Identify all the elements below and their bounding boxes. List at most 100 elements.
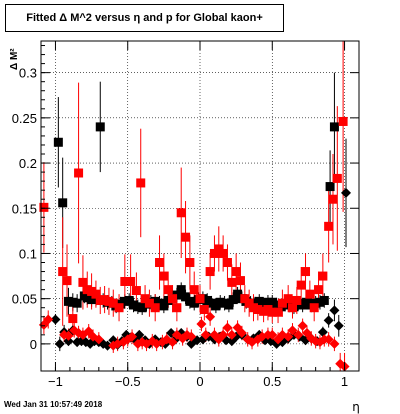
diamond-marker xyxy=(317,327,328,338)
diamond-marker xyxy=(167,337,178,348)
square-marker xyxy=(292,295,302,305)
chart-title: Fitted Δ M^2 versus η and p for Global k… xyxy=(26,12,263,24)
square-marker xyxy=(181,292,191,302)
square-marker xyxy=(328,194,338,204)
diamond-marker xyxy=(283,331,294,342)
square-marker xyxy=(140,294,150,304)
diamond-marker xyxy=(293,329,304,340)
square-marker xyxy=(319,295,329,305)
square-marker xyxy=(228,295,238,305)
square-marker xyxy=(120,276,130,286)
square-marker xyxy=(214,244,224,254)
y-tick-label: 0.1 xyxy=(19,246,37,261)
square-marker xyxy=(95,122,105,132)
square-marker xyxy=(159,271,169,281)
diamond-marker xyxy=(196,318,207,329)
square-marker xyxy=(267,307,277,317)
square-marker xyxy=(314,285,324,295)
diamond-marker xyxy=(134,329,145,340)
diamond-marker xyxy=(340,187,351,198)
square-marker xyxy=(325,182,335,192)
square-marker xyxy=(240,294,250,304)
diamond-marker xyxy=(226,329,237,340)
square-marker xyxy=(58,198,68,208)
diamond-marker xyxy=(236,328,247,339)
x-tick-label: 1 xyxy=(341,374,348,389)
error-bars xyxy=(43,41,347,371)
diamond-marker xyxy=(186,331,197,342)
diamond-marker xyxy=(247,337,258,348)
square-marker xyxy=(68,314,78,324)
y-axis-label: Δ M² xyxy=(9,48,20,70)
square-marker xyxy=(332,173,342,183)
diamond-marker xyxy=(63,330,74,341)
y-tick-label: 0.3 xyxy=(19,66,37,81)
title-box: Fitted Δ M^2 versus η and p for Global k… xyxy=(5,4,284,32)
footer-timestamp: Wed Jan 31 10:57:49 2018 xyxy=(4,400,103,409)
axis-ticks: −1 −0.5 0 0.5 1 0 0.05 0.1 0.15 0.2 0.25 0.3 xyxy=(12,41,359,389)
diamond-marker xyxy=(122,334,133,345)
diamond-marker xyxy=(205,311,216,322)
y-tick-label: 0.15 xyxy=(12,201,37,216)
square-marker xyxy=(159,301,169,311)
diamond-marker xyxy=(323,315,334,326)
square-marker xyxy=(205,267,215,277)
diamond-marker xyxy=(54,338,65,349)
x-axis-label: η xyxy=(352,400,360,414)
square-marker xyxy=(53,137,63,147)
x-tick-label: 0.5 xyxy=(263,374,281,389)
square-marker xyxy=(227,277,237,287)
square-marker xyxy=(78,277,88,287)
square-marker xyxy=(244,298,254,308)
y-axis-title: Δ M² xyxy=(9,48,20,70)
square-marker xyxy=(168,294,178,304)
square-marker xyxy=(155,258,165,268)
square-marker xyxy=(277,298,287,308)
square-marker xyxy=(209,248,219,258)
square-marker xyxy=(235,276,245,286)
square-marker xyxy=(126,276,136,286)
square-marker xyxy=(309,303,319,313)
square-marker xyxy=(108,298,118,308)
square-marker xyxy=(329,122,339,132)
square-marker xyxy=(163,285,173,295)
x-tick-label: 0 xyxy=(196,374,203,389)
square-marker xyxy=(181,232,191,242)
square-marker xyxy=(131,286,141,296)
square-marker xyxy=(172,303,182,313)
square-marker xyxy=(224,300,234,310)
diamond-marker xyxy=(222,322,233,333)
square-marker xyxy=(324,221,334,231)
square-marker xyxy=(301,267,311,277)
diamond-marker xyxy=(63,336,74,347)
square-marker xyxy=(185,258,195,268)
diamond-marker xyxy=(50,314,61,325)
square-marker xyxy=(144,298,154,308)
square-marker xyxy=(305,289,315,299)
diamond-marker xyxy=(329,338,340,349)
diamond-marker xyxy=(287,325,298,336)
square-marker xyxy=(288,303,298,313)
diamond-marker xyxy=(297,320,308,331)
square-marker xyxy=(338,116,348,126)
square-marker xyxy=(233,289,243,299)
square-marker xyxy=(150,303,160,313)
diamond-marker xyxy=(218,329,229,340)
square-marker xyxy=(283,294,293,304)
y-tick-label: 0 xyxy=(30,337,37,352)
diamond-marker xyxy=(200,329,211,340)
x-tick-label: −0.5 xyxy=(115,374,141,389)
square-marker xyxy=(318,271,328,281)
diamond-marker xyxy=(267,329,278,340)
diamond-marker xyxy=(333,320,344,331)
square-marker xyxy=(58,267,68,277)
square-marker xyxy=(189,285,199,295)
diamond-marker xyxy=(93,334,104,345)
square-marker xyxy=(296,280,306,290)
square-marker xyxy=(273,307,283,317)
diamond-marker xyxy=(329,305,340,316)
diamond-marker xyxy=(118,337,129,348)
square-marker xyxy=(136,178,146,188)
square-marker xyxy=(222,258,232,268)
